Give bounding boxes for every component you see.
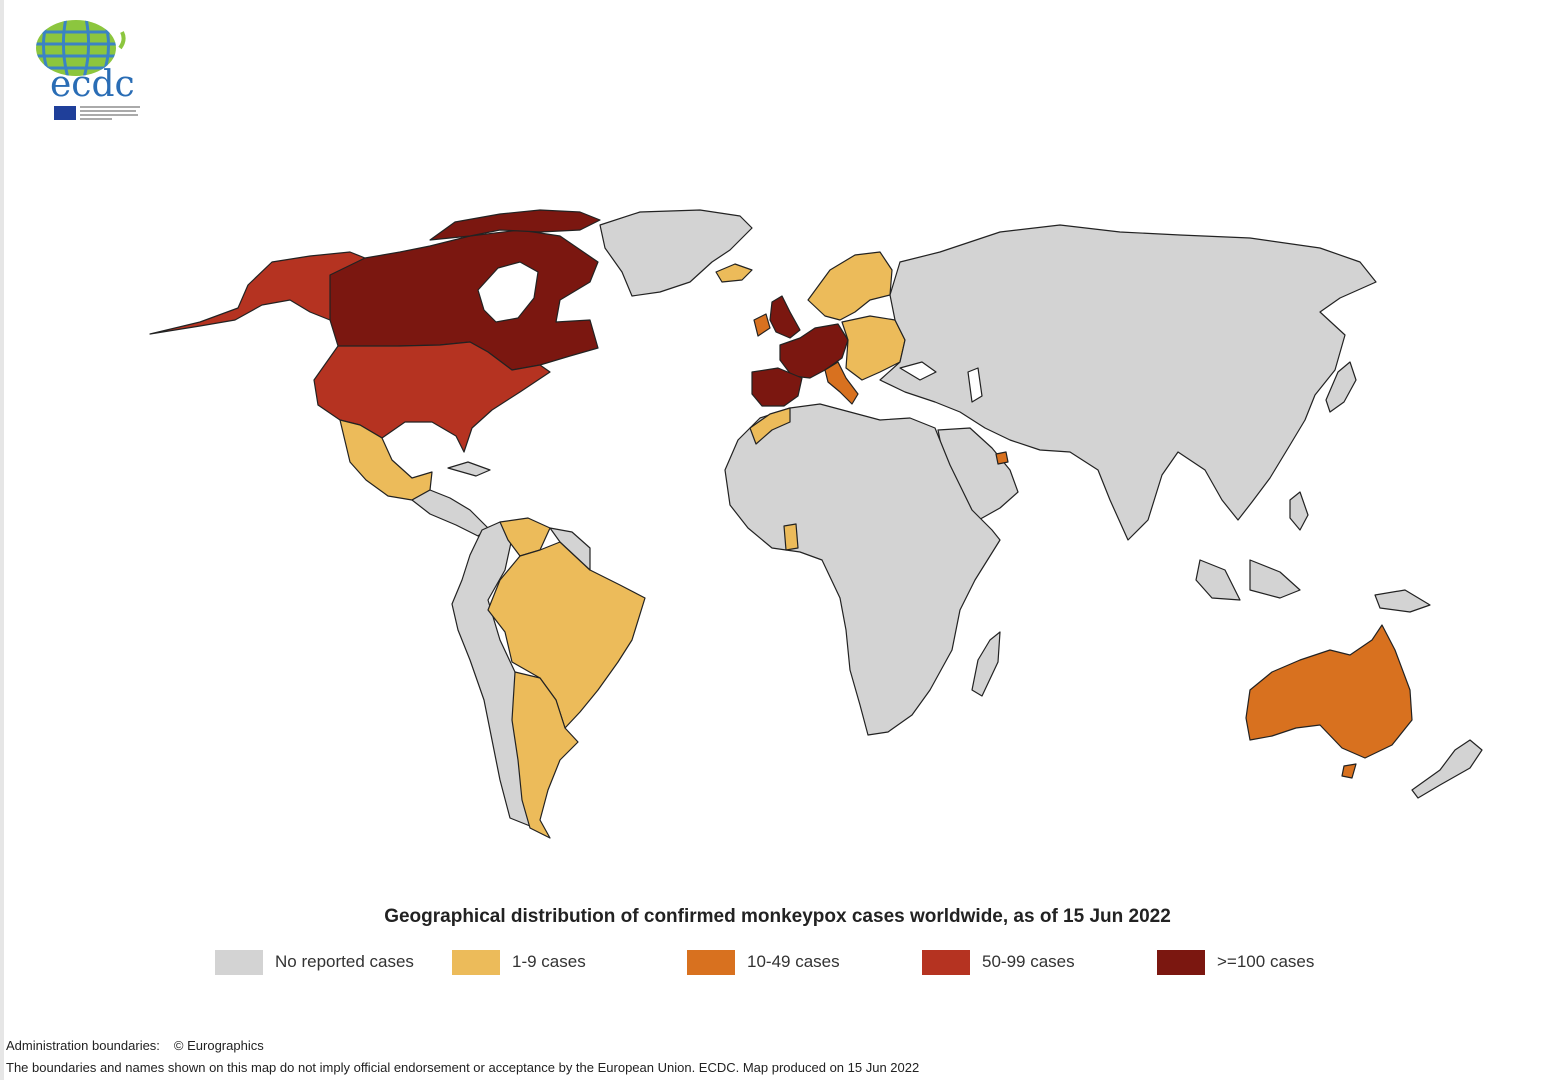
country-uae[interactable] [995, 451, 1009, 465]
ecdc-logo: ecdc [36, 20, 140, 120]
country-united-kingdom[interactable] [769, 295, 801, 339]
country-australia[interactable] [1245, 624, 1413, 759]
legend-item-no-reported: No reported cases [215, 948, 414, 976]
new-guinea[interactable] [1374, 589, 1431, 613]
nordic-countries[interactable] [807, 251, 893, 321]
africa[interactable] [724, 403, 1001, 736]
legend-swatch-no-reported [215, 949, 263, 975]
legend-label-1-9: 1-9 cases [512, 952, 586, 971]
svg-text:ecdc: ecdc [50, 64, 135, 105]
admin-boundaries-label: Administration boundaries: [6, 1038, 160, 1053]
legend-item-10-49: 10-49 cases [687, 948, 840, 976]
southeast-asia-islands[interactable] [1249, 559, 1301, 599]
country-japan[interactable] [1325, 361, 1357, 413]
world-map [149, 209, 1483, 839]
indonesia[interactable] [1195, 559, 1241, 601]
country-italy[interactable] [824, 361, 859, 405]
western-europe[interactable] [779, 323, 849, 379]
legend-swatch-10-49 [687, 949, 735, 975]
country-spain-portugal[interactable] [751, 367, 803, 407]
legend-label-no-reported: No reported cases [275, 952, 414, 971]
legend-label-50-99: 50-99 cases [982, 952, 1075, 971]
country-madagascar[interactable] [971, 631, 1001, 697]
country-canada-arctic-islands[interactable] [429, 209, 601, 241]
country-australia-tasmania[interactable] [1341, 763, 1357, 779]
country-mexico[interactable] [339, 419, 433, 501]
caspian-sea [967, 367, 983, 403]
country-cuba[interactable] [447, 461, 491, 477]
country-ireland[interactable] [753, 313, 771, 337]
legend-label-100-plus: >=100 cases [1217, 952, 1315, 971]
guianas[interactable] [549, 527, 591, 571]
admin-boundaries-credit: © Eurographics [173, 1038, 264, 1053]
window-edge [0, 0, 4, 1080]
country-argentina[interactable] [511, 671, 579, 839]
country-greenland[interactable] [599, 209, 753, 297]
legend-item-50-99: 50-99 cases [922, 948, 1075, 976]
map-disclaimer: The boundaries and names shown on this m… [6, 1060, 920, 1075]
country-new-zealand[interactable] [1411, 739, 1483, 799]
country-alaska-usa[interactable] [149, 251, 366, 335]
legend-label-10-49: 10-49 cases [747, 952, 840, 971]
philippines[interactable] [1289, 491, 1309, 531]
legend-swatch-1-9 [452, 949, 500, 975]
russia-asia[interactable] [879, 224, 1377, 541]
country-morocco[interactable] [749, 407, 791, 445]
country-iceland[interactable] [715, 263, 753, 283]
admin-boundaries-note: Administration boundaries: © Eurographics [6, 1038, 264, 1053]
black-sea [899, 361, 937, 381]
legend-swatch-50-99 [922, 949, 970, 975]
legend-swatch-100-plus [1157, 949, 1205, 975]
country-ghana[interactable] [783, 523, 799, 551]
map-title: Geographical distribution of confirmed m… [384, 906, 1171, 927]
central-america[interactable] [411, 489, 489, 537]
legend-item-1-9: 1-9 cases [452, 948, 586, 976]
central-eastern-europe[interactable] [841, 315, 906, 381]
legend-item-100-plus: >=100 cases [1157, 948, 1314, 976]
hudson-bay [477, 261, 539, 323]
